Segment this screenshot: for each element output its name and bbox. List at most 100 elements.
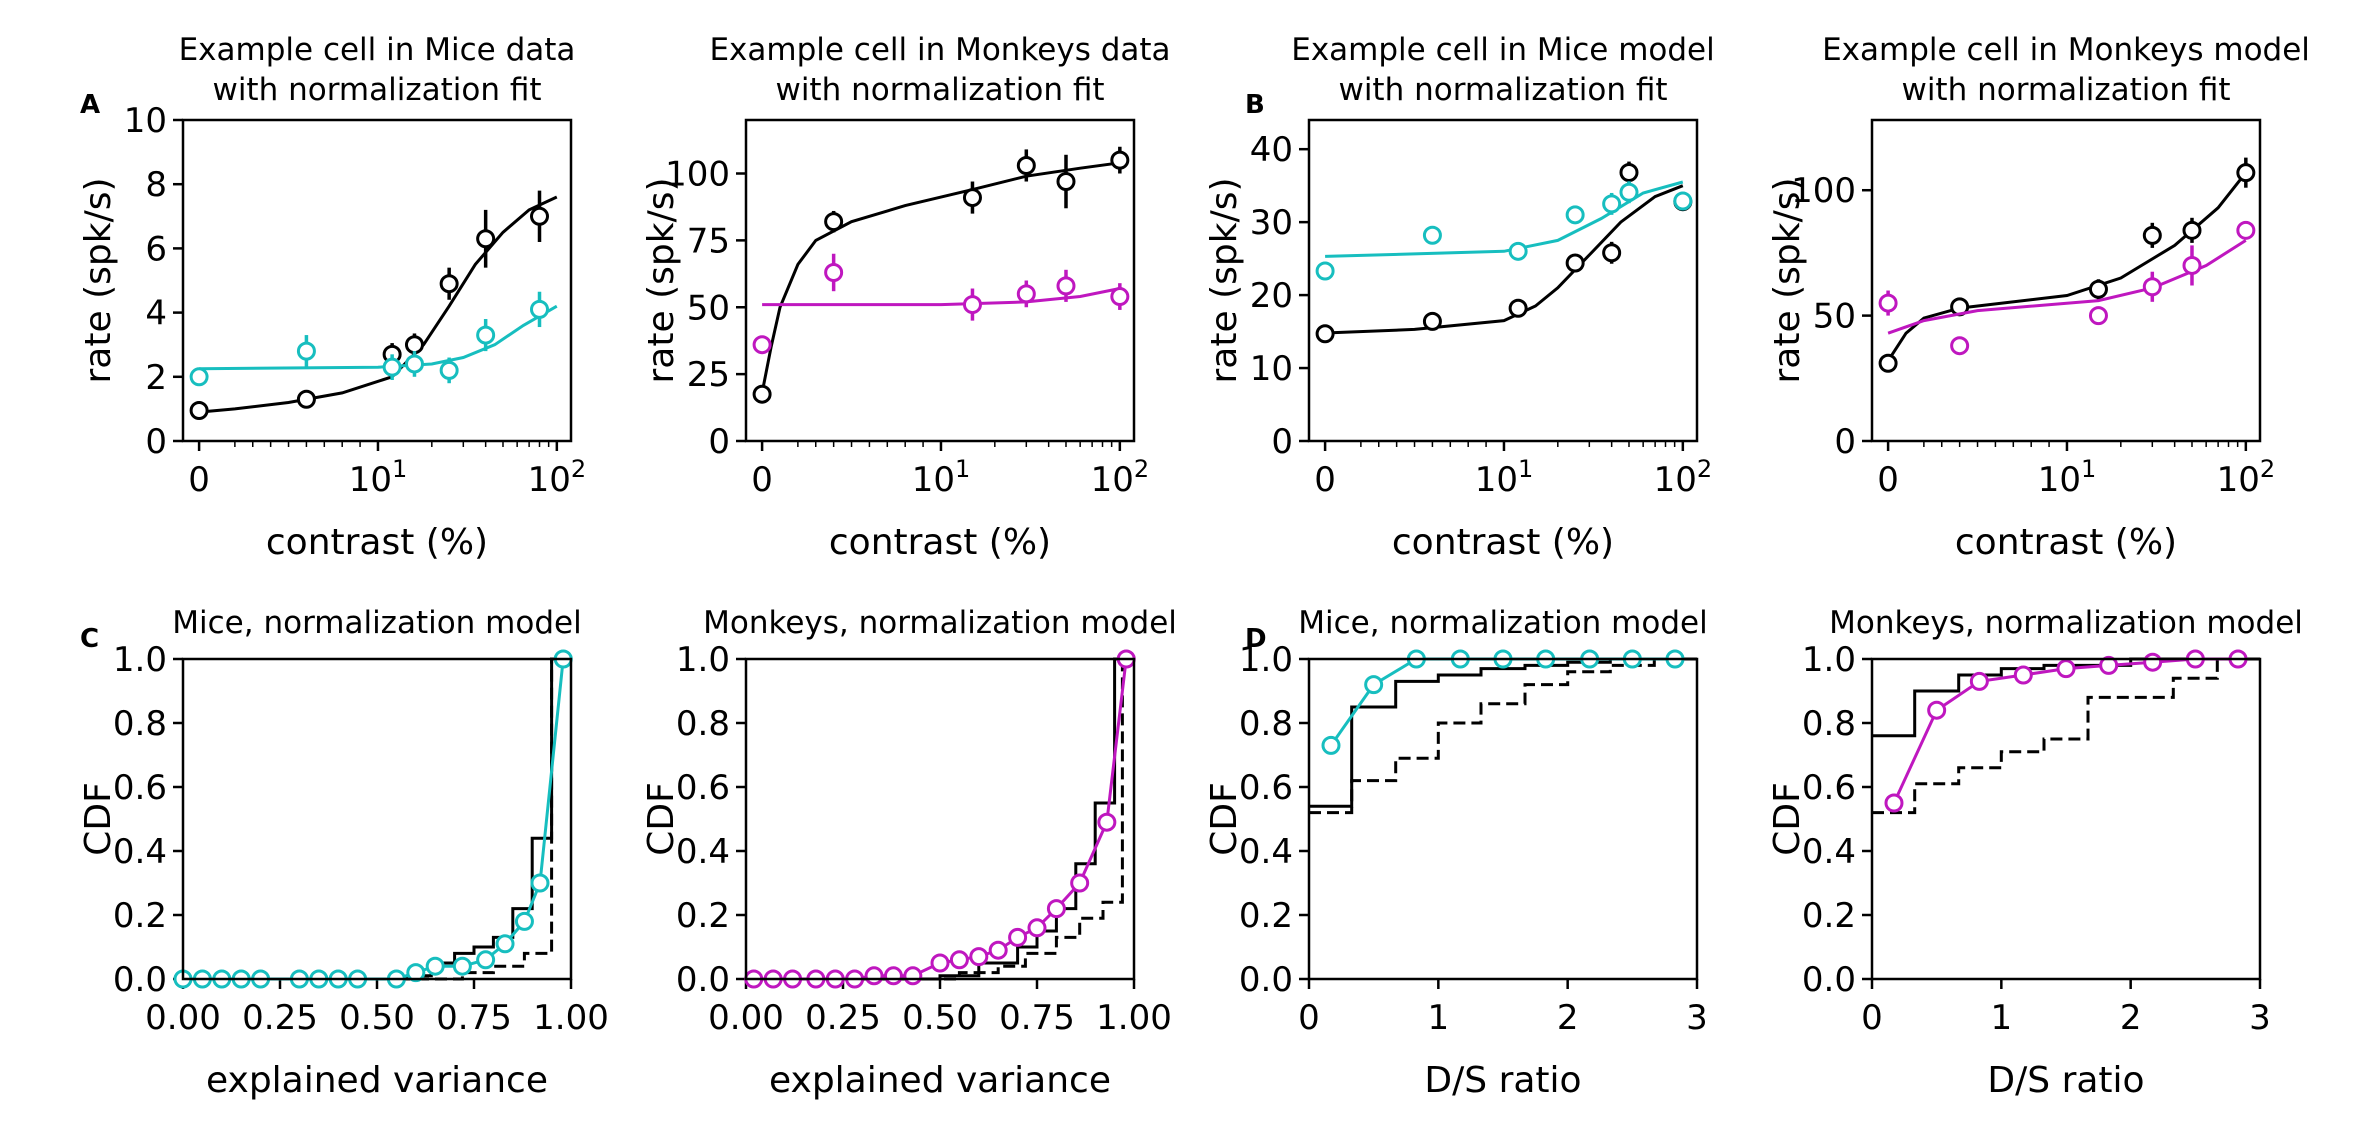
- y-tick-label: 40: [1250, 130, 1293, 170]
- fit-curve: [198, 195, 558, 414]
- series-2: [1878, 220, 2256, 356]
- data-point: [752, 335, 772, 355]
- cdf-step-solid: [746, 657, 1134, 981]
- cdf-model-line: [1892, 657, 2238, 804]
- chart-panel-8: Monkeys, normalization model 0.0 0.2 0.4 0.6…: [1767, 605, 2303, 1101]
- x-tick-exponent: 2: [1134, 455, 1149, 483]
- data-point: [962, 295, 982, 315]
- x-tick-label: 2: [1557, 998, 1579, 1038]
- data-point: [1878, 353, 1898, 373]
- plot-frame: [181, 118, 573, 443]
- cdf-marker: [1884, 793, 1904, 813]
- x-tick-label: 0.00: [145, 998, 221, 1038]
- plot-frame: [1307, 657, 1699, 981]
- y-tick-label: 6: [145, 229, 167, 269]
- y-tick-label: 50: [1813, 297, 1856, 337]
- cdf-step-solid: [183, 657, 571, 981]
- y-axis-label: CDF: [641, 782, 682, 856]
- data-point: [962, 188, 982, 208]
- y-tick-label: 100: [665, 155, 730, 195]
- x-tick-label: 0: [1314, 460, 1336, 500]
- cdf-marker: [1364, 675, 1384, 695]
- x-axis-label: contrast (%): [1392, 522, 1614, 563]
- y-tick-label: 1.0: [1802, 640, 1856, 680]
- x-tick-label: 101: [912, 455, 971, 500]
- y-tick-label: 0.0: [113, 960, 167, 1000]
- data-point: [752, 384, 772, 404]
- y-tick-label: 0.4: [1802, 832, 1856, 872]
- data-point: [1565, 253, 1585, 273]
- y-tick-label: 100: [1791, 171, 1856, 211]
- data-point: [1565, 205, 1585, 225]
- data-point: [1602, 243, 1622, 263]
- x-axis-label: explained variance: [206, 1060, 548, 1101]
- fit-curve: [1887, 239, 2247, 335]
- series-2: [1315, 180, 1693, 281]
- fit-curve: [1325, 184, 1684, 335]
- data-point: [476, 229, 496, 249]
- y-tick-label: 50: [687, 288, 730, 328]
- y-axis-label: CDF: [1204, 782, 1245, 856]
- data-point: [404, 354, 424, 374]
- chart-title: Mice, normalization model: [172, 605, 581, 641]
- y-tick-label: 1.0: [113, 640, 167, 680]
- cdf-marker: [883, 966, 903, 986]
- cdf-marker: [425, 956, 445, 976]
- data-point: [1110, 150, 1130, 170]
- data-point: [2088, 306, 2108, 326]
- y-tick-label: 0.8: [1802, 704, 1856, 744]
- x-tick-label: 3: [1686, 998, 1708, 1038]
- x-tick-label: 0.25: [805, 998, 881, 1038]
- y-tick-label: 0.6: [113, 768, 167, 808]
- data-point: [1422, 225, 1442, 245]
- plot-frame: [1870, 118, 2262, 443]
- cdf-marker: [1070, 873, 1090, 893]
- cdf-marker: [2056, 659, 2076, 679]
- y-tick-label: 0.8: [1239, 704, 1293, 744]
- x-tick-label: 2: [2120, 998, 2142, 1038]
- y-tick-label: 0.6: [1802, 768, 1856, 808]
- y-tick-label: 1.0: [676, 640, 730, 680]
- y-axis-label: rate (spk/s): [1204, 178, 1245, 384]
- data-point: [1315, 324, 1335, 344]
- cdf-marker: [969, 947, 989, 967]
- cdf-marker: [1321, 735, 1341, 755]
- cdf-marker: [2143, 652, 2163, 672]
- cdf-marker: [1097, 812, 1117, 832]
- x-tick-label: 0: [751, 460, 773, 500]
- y-tick-label: 0.8: [113, 704, 167, 744]
- plot-frame: [181, 657, 573, 981]
- cdf-step-dashed: [1872, 657, 2260, 815]
- x-tick-label: 0.50: [902, 998, 978, 1038]
- y-tick-label: 0.0: [1802, 960, 1856, 1000]
- x-tick-label: 1: [1991, 998, 2013, 1038]
- chart-panel-4: Example cell in Monkeys model with normal…: [1767, 32, 2310, 563]
- chart-panel-5: Mice, normalization model 0.0 0.2 0.4 0.6 0.8…: [78, 605, 609, 1101]
- data-point: [2142, 277, 2162, 297]
- cdf-marker: [530, 873, 550, 893]
- data-point: [1602, 194, 1622, 214]
- y-tick-label: 0: [1271, 422, 1293, 462]
- chart-panel-6: Monkeys, normalization model 0.0 0.2 0.4 0.6…: [641, 605, 1177, 1101]
- x-tick-label: 0: [1877, 460, 1899, 500]
- fit-curve: [760, 161, 1121, 394]
- plot-frame: [1870, 657, 2262, 981]
- data-point: [2182, 220, 2202, 240]
- chart-panel-1: Example cell in Mice data with normalizat…: [78, 32, 586, 563]
- panel-letter-a: A: [80, 90, 100, 120]
- data-point: [439, 360, 459, 380]
- cdf-marker: [1027, 918, 1047, 938]
- series-2: [189, 291, 558, 387]
- x-tick-exponent: 2: [2260, 455, 2275, 483]
- y-axis-label: rate (spk/s): [78, 178, 119, 384]
- cdf-model-line: [753, 658, 1128, 981]
- panel-letter-d: D: [1245, 624, 1267, 654]
- cdf-marker: [1046, 899, 1066, 919]
- cdf-marker: [495, 934, 515, 954]
- x-axis-label: D/S ratio: [1987, 1060, 2144, 1101]
- series-1: [1878, 157, 2256, 373]
- data-point: [824, 262, 844, 282]
- fit-curve: [1325, 180, 1684, 258]
- chart-title: Mice, normalization model: [1298, 605, 1707, 641]
